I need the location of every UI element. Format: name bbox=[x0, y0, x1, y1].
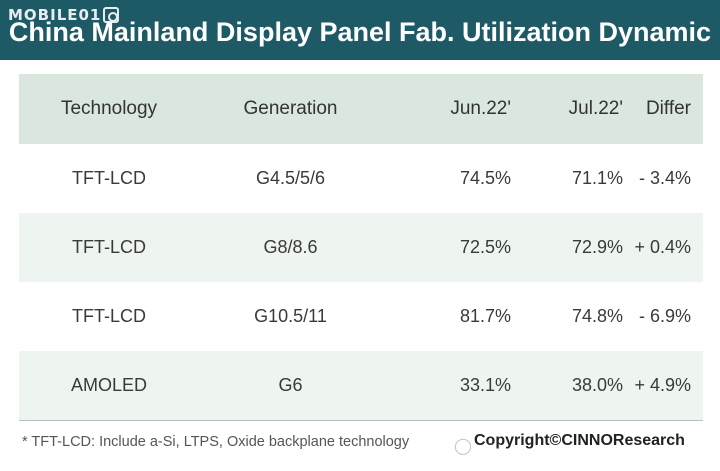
cell-generation: G10.5/11 bbox=[254, 306, 327, 326]
cell-jul22: 38.0% bbox=[571, 375, 623, 395]
footnote: * TFT-LCD: Include a-Si, LTPS, Oxide bac… bbox=[22, 434, 410, 450]
copyright-notice: Copyright©CINNOResearch bbox=[474, 432, 685, 449]
header-generation: Generation bbox=[243, 98, 338, 119]
page-title: China Mainland Display Panel Fab. Utiliz… bbox=[8, 16, 712, 47]
header-jul22: Jul.22' bbox=[568, 98, 623, 119]
brand-logo-icon bbox=[103, 7, 120, 23]
cell-technology: TFT-LCD bbox=[72, 237, 146, 257]
cell-generation: G4.5/5/6 bbox=[255, 168, 326, 188]
cell-jun22: 33.1% bbox=[459, 375, 511, 395]
bottom-watermark: ◯ bbox=[454, 436, 476, 456]
cell-jul22: 74.8% bbox=[571, 306, 623, 326]
cell-jun22: 74.5% bbox=[459, 168, 511, 188]
cell-jul22: 72.9% bbox=[571, 237, 623, 257]
table-row: TFT-LCD G4.5/5/6 74.5% 71.1% - 3.4% bbox=[19, 144, 703, 213]
cell-generation: G8/8.6 bbox=[263, 237, 318, 257]
utilization-table: Technology Generation Jun.22' Jul.22' Di… bbox=[19, 74, 703, 421]
cell-generation: G6 bbox=[278, 375, 303, 395]
header-differ: Differ bbox=[645, 98, 691, 119]
cell-jun22: 81.7% bbox=[459, 306, 511, 326]
brand-watermark: MOBILE01 bbox=[8, 4, 120, 26]
cell-differ: - 6.9% bbox=[638, 306, 691, 326]
cell-differ: - 3.4% bbox=[638, 168, 691, 188]
cell-differ: + 0.4% bbox=[634, 237, 691, 257]
table-header-row: Technology Generation Jun.22' Jul.22' Di… bbox=[19, 74, 703, 144]
table-divider bbox=[19, 420, 703, 421]
cell-technology: TFT-LCD bbox=[72, 306, 146, 326]
title-bar bbox=[0, 0, 720, 60]
brand-watermark-text: MOBILE01 bbox=[8, 6, 102, 24]
cell-technology: AMOLED bbox=[70, 375, 148, 395]
header-jun22: Jun.22' bbox=[450, 98, 511, 119]
table-row: AMOLED G6 33.1% 38.0% + 4.9% bbox=[19, 351, 703, 420]
chat-bubble-icon: ◯ bbox=[454, 438, 472, 455]
cell-technology: TFT-LCD bbox=[72, 168, 146, 188]
header-technology: Technology bbox=[60, 98, 158, 119]
table-row: TFT-LCD G10.5/11 81.7% 74.8% - 6.9% bbox=[19, 282, 703, 351]
cell-jun22: 72.5% bbox=[459, 237, 511, 257]
cell-differ: + 4.9% bbox=[634, 375, 691, 395]
table-row: TFT-LCD G8/8.6 72.5% 72.9% + 0.4% bbox=[19, 213, 703, 282]
cell-jul22: 71.1% bbox=[571, 168, 623, 188]
